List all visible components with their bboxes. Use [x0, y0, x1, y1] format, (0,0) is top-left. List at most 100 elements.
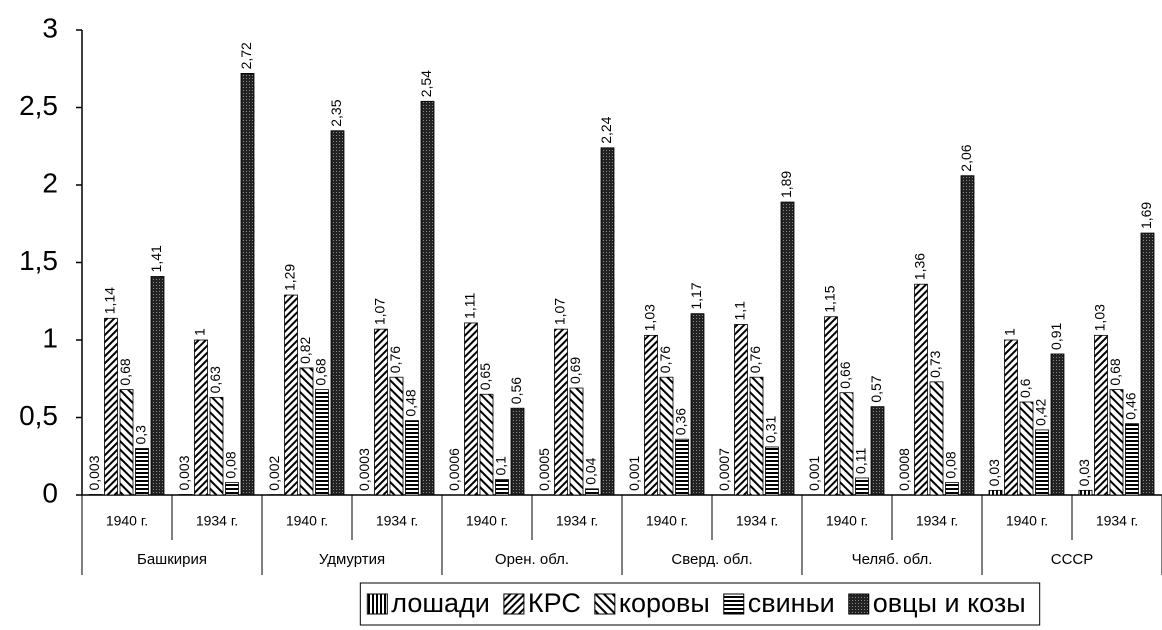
value-label: 0,66 [837, 361, 853, 388]
value-label: 0,1 [493, 456, 509, 476]
bar [1035, 429, 1049, 496]
bar [870, 406, 885, 496]
legend-swatch [848, 593, 870, 615]
bar [299, 367, 314, 496]
value-label: 2,35 [328, 99, 344, 126]
bar [479, 393, 494, 496]
bar [284, 294, 298, 496]
value-label: 0,46 [1123, 392, 1139, 419]
legend-swatch [366, 593, 388, 615]
bar [209, 396, 224, 496]
value-label: 0,11 [853, 448, 869, 474]
x-tick-label: 1940 г. [646, 513, 688, 529]
bar [780, 201, 795, 496]
bar [765, 446, 779, 496]
value-label: 0,42 [1033, 398, 1049, 425]
bar [644, 334, 658, 496]
value-label: 1,17 [688, 282, 704, 309]
value-label: 0,08 [223, 451, 239, 478]
value-label: 0,63 [207, 366, 223, 393]
bar [1125, 423, 1139, 496]
value-label: 0,68 [1107, 358, 1123, 385]
value-label: 0,001 [626, 456, 642, 491]
bar [1004, 339, 1018, 496]
value-label: 2,06 [958, 144, 974, 171]
legend-label: КРС [528, 588, 581, 618]
group-label: Сверд. обл. [671, 551, 752, 568]
legend-box [359, 582, 1041, 626]
value-label: 0,001 [806, 456, 822, 491]
bar [420, 100, 435, 496]
value-label: 0,56 [508, 377, 524, 404]
bar [929, 381, 944, 496]
bar [675, 438, 689, 496]
bar [824, 316, 838, 496]
bar [1050, 353, 1065, 496]
value-label: 0,03 [1076, 459, 1092, 486]
bar [585, 488, 599, 496]
legend-swatch [503, 593, 525, 615]
legend-label: свиньи [748, 588, 835, 618]
x-tick-label: 1934 г. [376, 513, 418, 529]
value-label: 1,11 [462, 293, 478, 319]
x-tick-label: 1934 г. [916, 513, 958, 529]
value-label: 1,07 [372, 298, 388, 325]
group-label: СССР [1051, 551, 1094, 568]
value-label: 1,03 [642, 304, 658, 331]
bar [495, 479, 509, 496]
y-tick-label: 1,5 [19, 245, 58, 276]
value-label: 0,08 [943, 451, 959, 478]
bar [690, 313, 705, 496]
value-label: 0,002 [266, 455, 282, 490]
value-label: 0,68 [117, 358, 133, 385]
x-tick-label: 1940 г. [286, 513, 328, 529]
value-label: 0,0007 [716, 448, 732, 491]
group-label: Орен. обл. [495, 551, 569, 568]
value-label: 0,65 [477, 363, 493, 390]
y-tick-label: 0,5 [19, 400, 58, 431]
legend-swatch [723, 593, 745, 615]
bar [554, 328, 568, 496]
value-label: 1,89 [778, 171, 794, 198]
bar [510, 407, 525, 496]
group-label: Удмуртия [319, 551, 385, 568]
value-label: 0,003 [176, 455, 192, 490]
legend-swatch [594, 593, 616, 615]
value-label: 0,82 [297, 336, 313, 363]
legend-label: лошади [391, 588, 490, 618]
value-label: 1,69 [1138, 202, 1154, 229]
bar [1078, 489, 1093, 496]
x-tick-label: 1940 г. [1006, 513, 1048, 529]
value-label: 1,03 [1092, 304, 1108, 331]
y-tick-label: 2 [42, 167, 58, 198]
bar [135, 448, 149, 496]
value-label: 0,003 [86, 455, 102, 490]
value-label: 2,24 [598, 116, 614, 143]
bar [464, 322, 478, 496]
bar [600, 147, 615, 496]
value-label: 0,48 [403, 389, 419, 416]
value-label: 0,76 [387, 346, 403, 373]
y-tick-label: 2,5 [19, 90, 58, 121]
value-label: 1,29 [282, 264, 298, 291]
x-tick-label: 1940 г. [106, 513, 148, 529]
x-tick-label: 1934 г. [736, 513, 778, 529]
legend-label: овцы и козы [873, 588, 1026, 618]
y-tick-label: 1 [42, 322, 58, 353]
bar [225, 482, 239, 496]
value-label: 0,57 [868, 375, 884, 402]
value-label: 1 [1002, 328, 1018, 336]
bar [659, 376, 674, 496]
value-label: 0,04 [583, 457, 599, 484]
value-label: 0,68 [313, 358, 329, 385]
bar [240, 73, 255, 496]
group-label: Башкирия [137, 551, 207, 568]
value-label: 1 [192, 328, 208, 336]
bar [749, 376, 764, 496]
bar [119, 389, 134, 496]
value-label: 1,1 [732, 301, 748, 321]
value-label: 0,31 [763, 415, 779, 442]
value-label: 0,91 [1048, 322, 1064, 349]
x-tick-label: 1934 г. [556, 513, 598, 529]
